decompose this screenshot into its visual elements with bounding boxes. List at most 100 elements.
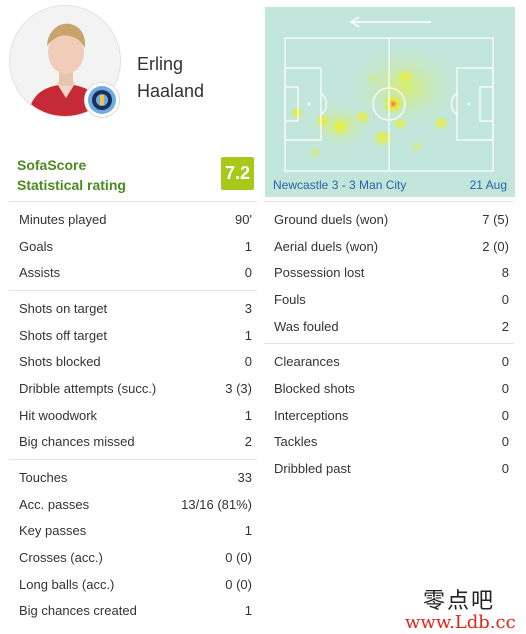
stat-value: 3 (3) xyxy=(225,380,252,396)
watermark-chinese: 零点吧 xyxy=(422,589,495,614)
player-photo xyxy=(9,5,121,117)
rating-badge: 7.2 xyxy=(221,157,254,190)
stat-label: Tackles xyxy=(274,434,318,450)
stat-value: 1 xyxy=(244,238,252,254)
match-date: 21 Aug xyxy=(469,178,507,192)
stat-value: 13/16 (81%) xyxy=(181,496,252,512)
stat-value: 90' xyxy=(235,211,252,227)
stat-label: Blocked shots xyxy=(274,380,355,396)
stat-value: 1 xyxy=(244,523,252,539)
stat-value: 2 (0) xyxy=(482,238,509,254)
stat-label: Shots blocked xyxy=(19,354,101,370)
player-last-name: Haaland xyxy=(137,81,205,101)
stat-value: 0 xyxy=(501,291,509,307)
stats-column-right: Ground duels (won) 7 (5) Aerial duels (won… xyxy=(264,201,514,486)
brand-name: SofaScore xyxy=(17,157,87,173)
stat-label: Ground duels (won) xyxy=(274,211,389,227)
stat-row: Was fouled 2 xyxy=(264,313,514,340)
stat-row: Interceptions 0 xyxy=(264,402,514,429)
stats-group: Minutes played 90' Goals 1 Assists 0 xyxy=(9,201,257,290)
stat-value: 8 xyxy=(501,265,509,281)
player-first-name: Erling xyxy=(137,54,184,74)
stat-label: Minutes played xyxy=(19,211,107,227)
stat-row: Ground duels (won) 7 (5) xyxy=(264,206,514,233)
stat-label: Fouls xyxy=(274,291,306,307)
stat-row: Possession lost 8 xyxy=(264,259,514,286)
stats-group: Shots on target 3 Shots off target 1 Shots b… xyxy=(9,290,257,459)
stat-label: Crosses (acc.) xyxy=(19,550,103,566)
stat-row: Shots on target 3 xyxy=(9,295,257,322)
stat-row: Clearances 0 xyxy=(264,348,514,375)
stat-value: 33 xyxy=(237,470,252,486)
stat-label: Key passes xyxy=(19,523,87,539)
stats-column-left: Minutes played 90' Goals 1 Assists 0 Shots on … xyxy=(9,201,257,628)
stat-row: Big chances created 1 xyxy=(9,598,257,625)
stat-label: Touches xyxy=(19,470,68,486)
stat-row: Blocked shots 0 xyxy=(264,375,514,402)
arrow-left-icon xyxy=(349,16,431,28)
watermark: 零点吧 www.Ldb.cc xyxy=(405,583,523,633)
stat-row: Big chances missed 2 xyxy=(9,429,257,456)
stat-label: Acc. passes xyxy=(19,496,90,512)
stat-value: 0 xyxy=(244,265,252,281)
stat-value: 2 xyxy=(501,318,509,334)
stats-group: Clearances 0 Blocked shots 0 Interceptions 0 T… xyxy=(264,343,514,485)
stat-label: Clearances xyxy=(274,354,340,370)
stat-label: Aerial duels (won) xyxy=(274,238,379,254)
match-link[interactable]: Newcastle 3 - 3 Man City xyxy=(273,178,407,192)
stat-label: Assists xyxy=(19,265,61,281)
stat-label: Hit woodwork xyxy=(19,407,98,423)
rating-brand: SofaScore Statistical rating xyxy=(17,155,126,195)
stats-group: Touches 33 Acc. passes 13/16 (81%) Key passe… xyxy=(9,459,257,628)
stat-row: Long balls (acc.) 0 (0) xyxy=(9,571,257,598)
stat-value: 0 xyxy=(501,461,509,477)
stat-row: Dribble attempts (succ.) 3 (3) xyxy=(9,375,257,402)
stat-value: 2 xyxy=(244,434,252,450)
stat-value: 0 xyxy=(501,407,509,423)
stat-row: Tackles 0 xyxy=(264,429,514,456)
stat-label: Possession lost xyxy=(274,265,365,281)
stat-row: Fouls 0 xyxy=(264,286,514,313)
stat-value: 0 xyxy=(244,354,252,370)
stat-row: Goals 1 xyxy=(9,233,257,260)
stat-value: 0 (0) xyxy=(225,550,252,566)
stat-row: Aerial duels (won) 2 (0) xyxy=(264,233,514,260)
stat-value: 1 xyxy=(244,407,252,423)
club-badge-icon xyxy=(84,82,120,118)
stat-row: Acc. passes 13/16 (81%) xyxy=(9,491,257,518)
stat-row: Assists 0 xyxy=(9,259,257,286)
stat-value: 1 xyxy=(244,327,252,343)
stat-row: Minutes played 90' xyxy=(9,206,257,233)
stat-label: Goals xyxy=(19,238,53,254)
stat-value: 3 xyxy=(244,300,252,316)
stat-label: Dribble attempts (succ.) xyxy=(19,380,157,396)
stat-label: Shots off target xyxy=(19,327,107,343)
stat-value: 0 xyxy=(501,354,509,370)
stat-value: 0 xyxy=(501,380,509,396)
stat-value: 0 xyxy=(501,434,509,450)
stat-label: Big chances missed xyxy=(19,434,135,450)
heatmap-pitch xyxy=(284,16,494,172)
brand-subtitle: Statistical rating xyxy=(17,177,126,193)
stat-row: Touches 33 xyxy=(9,464,257,491)
stat-row: Shots blocked 0 xyxy=(9,348,257,375)
stat-row: Key passes 1 xyxy=(9,518,257,545)
stats-group: Ground duels (won) 7 (5) Aerial duels (won… xyxy=(264,201,514,343)
stat-value: 1 xyxy=(244,603,252,619)
heatmap[interactable]: Newcastle 3 - 3 Man City 21 Aug xyxy=(265,7,515,197)
stat-label: Big chances created xyxy=(19,603,137,619)
stat-row: Dribbled past 0 xyxy=(264,455,514,482)
player-avatar-icon xyxy=(10,6,120,116)
stat-label: Was fouled xyxy=(274,318,339,334)
stat-value: 0 (0) xyxy=(225,576,252,592)
stat-row: Hit woodwork 1 xyxy=(9,402,257,429)
watermark-url: www.Ldb.cc xyxy=(405,612,516,633)
stat-row: Shots off target 1 xyxy=(9,322,257,349)
heatmap-footer: Newcastle 3 - 3 Man City 21 Aug xyxy=(265,173,515,197)
stat-label: Shots on target xyxy=(19,300,108,316)
stat-row: Crosses (acc.) 0 (0) xyxy=(9,544,257,571)
stat-label: Interceptions xyxy=(274,407,349,423)
stat-value: 7 (5) xyxy=(482,211,509,227)
stat-label: Long balls (acc.) xyxy=(19,576,115,592)
player-name[interactable]: Erling Haaland xyxy=(137,51,204,105)
